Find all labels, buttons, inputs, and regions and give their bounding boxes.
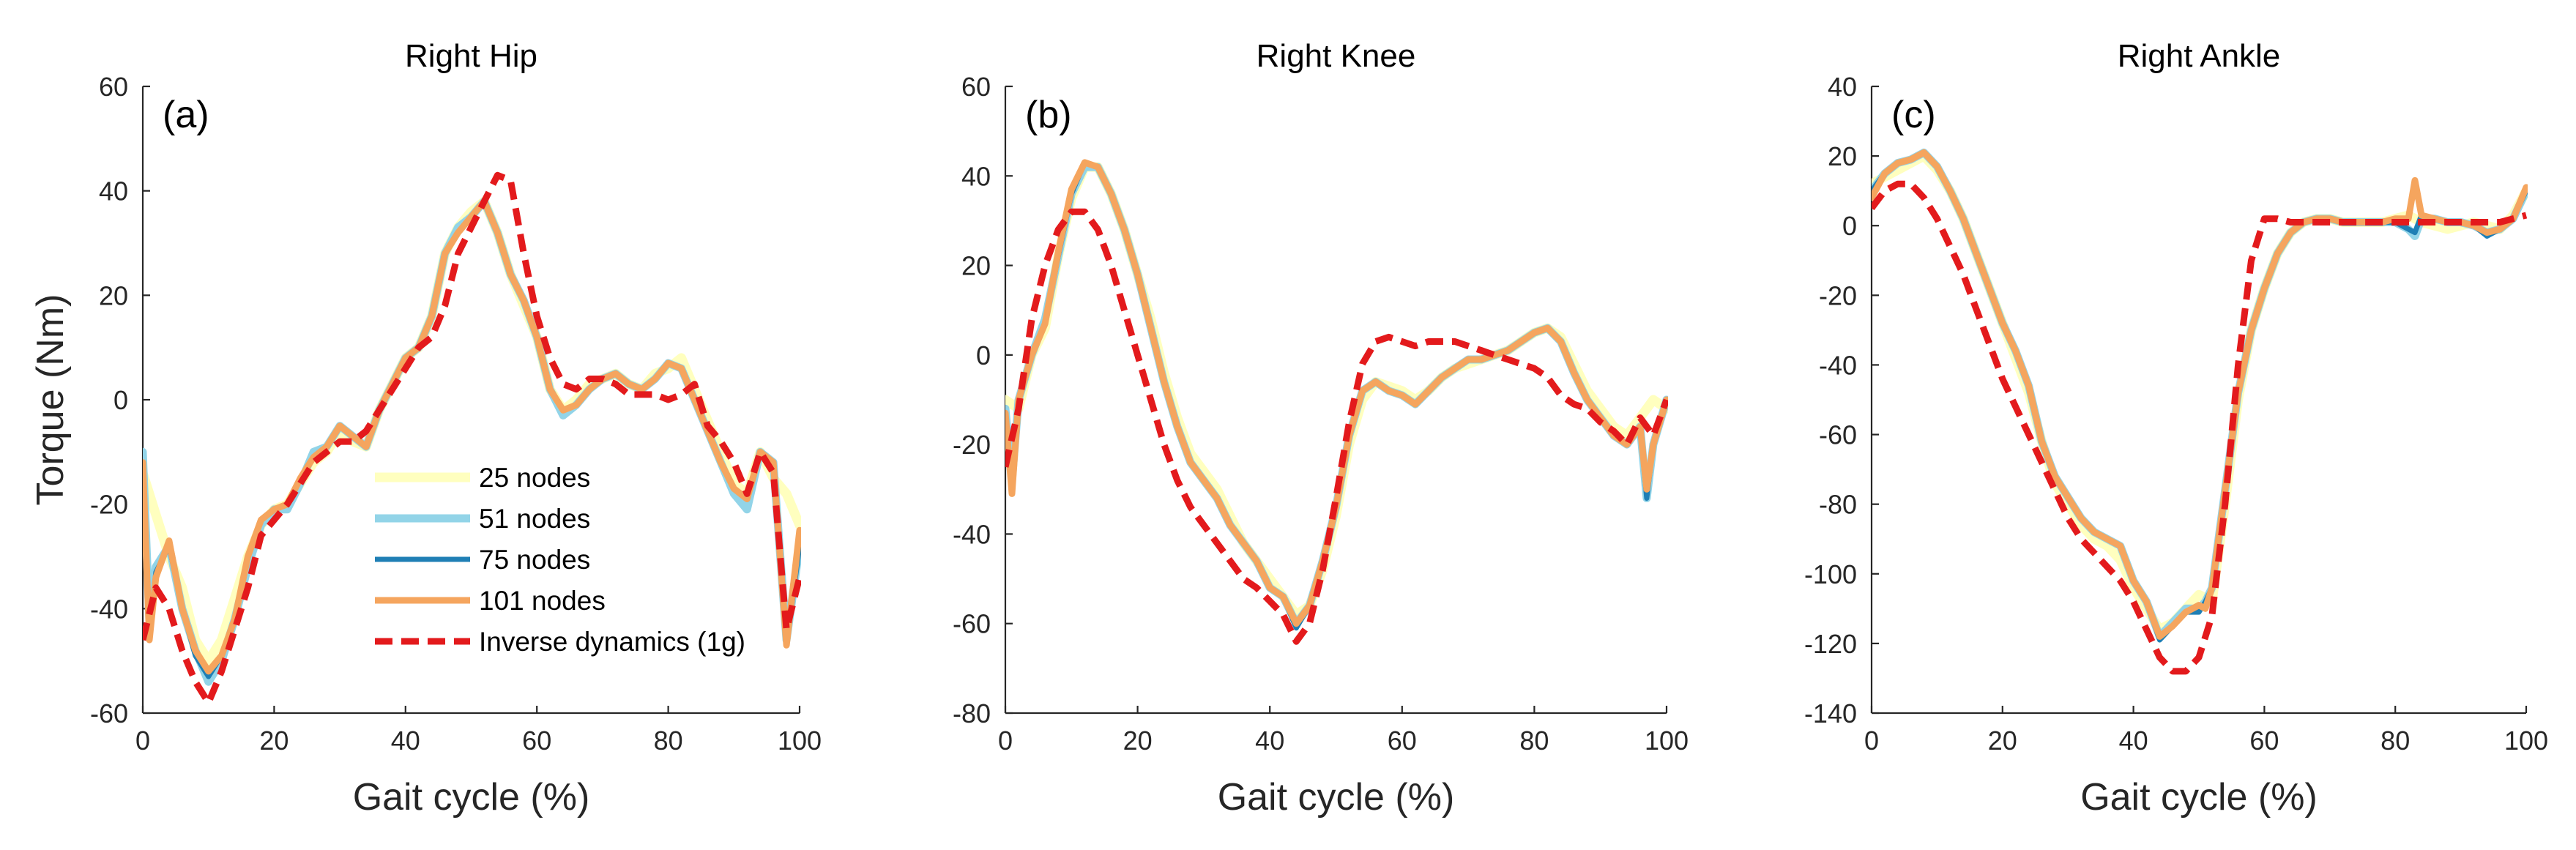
- series-line-101-nodes: [1005, 159, 1668, 627]
- y-tick-label: 40: [1828, 72, 1857, 102]
- y-tick-label: 60: [961, 72, 991, 102]
- x-tick-label: 0: [135, 726, 150, 756]
- panel-label: (b): [1025, 94, 1072, 136]
- y-tick-label: -140: [1804, 698, 1857, 728]
- y-tick-label: -60: [90, 698, 128, 728]
- series-group: [1872, 148, 2528, 675]
- x-tick-label: 80: [654, 726, 683, 756]
- y-tick-label: 60: [99, 72, 128, 102]
- x-tick-label: 40: [2119, 726, 2148, 756]
- chart-title: Right Ankle: [2118, 38, 2281, 74]
- y-tick-label: -60: [1819, 420, 1857, 450]
- chart-panel-right-ankle: Right Ankle (c) Gait cycle (%) 0 20 40 60 80…: [1804, 38, 2548, 819]
- legend-label: 25 nodes: [479, 463, 590, 493]
- x-tick-label: 20: [1988, 726, 2017, 756]
- x-axis-label: Gait cycle (%): [353, 776, 590, 819]
- y-tick-label: -60: [953, 609, 991, 639]
- legend-label: 51 nodes: [479, 504, 590, 534]
- chart-title: Right Hip: [405, 38, 537, 74]
- y-tick-label: 40: [961, 161, 991, 191]
- x-tick-label: 20: [259, 726, 289, 756]
- y-tick-label: -40: [953, 519, 991, 549]
- series-group: [1005, 159, 1668, 645]
- series-line-101-nodes: [1872, 149, 2528, 640]
- y-axis-label: Torque (Nm): [29, 294, 72, 506]
- chart-title: Right Knee: [1257, 38, 1416, 74]
- x-tick-label: 40: [1255, 726, 1284, 756]
- y-tick-label: 20: [1828, 141, 1857, 171]
- y-tick-label: 20: [961, 251, 991, 281]
- x-tick-label: 0: [998, 726, 1013, 756]
- y-tick-label: -40: [90, 594, 128, 624]
- panel-label: (c): [1891, 94, 1936, 136]
- legend-label: 75 nodes: [479, 545, 590, 575]
- x-tick-label: 80: [1519, 726, 1549, 756]
- panel-label: (a): [163, 94, 209, 136]
- y-tick-label: -80: [1819, 490, 1857, 520]
- legend-label: Inverse dynamics (1g): [479, 627, 745, 657]
- y-tick-label: 40: [99, 176, 128, 206]
- y-tick-label: -120: [1804, 629, 1857, 659]
- y-tick-label: 0: [113, 385, 128, 415]
- series-line-inverse-dynamics-1g: [1005, 208, 1668, 645]
- chart-panel-right-hip: Right Hip (a) Gait cycle (%) Torque (Nm)…: [29, 38, 822, 819]
- x-tick-label: 100: [2504, 726, 2548, 756]
- x-axis-label: Gait cycle (%): [2080, 776, 2318, 819]
- x-tick-label: 100: [1645, 726, 1689, 756]
- y-tick-label: -80: [953, 698, 991, 728]
- x-tick-label: 20: [1123, 726, 1153, 756]
- series-line-75-nodes: [1005, 160, 1668, 631]
- series-group: [143, 171, 801, 707]
- x-tick-label: 100: [778, 726, 822, 756]
- series-line-inverse-dynamics-1g: [1872, 180, 2528, 675]
- series-line-25-nodes: [1005, 162, 1668, 619]
- series-line-51-nodes: [1005, 163, 1668, 628]
- x-tick-label: 40: [391, 726, 420, 756]
- x-tick-label: 60: [522, 726, 551, 756]
- y-tick-label: -20: [1819, 280, 1857, 310]
- x-axis-label: Gait cycle (%): [1218, 776, 1455, 819]
- y-tick-label: 0: [976, 340, 991, 370]
- series-line-101-nodes: [143, 198, 801, 675]
- legend-label: 101 nodes: [479, 586, 606, 616]
- x-tick-label: 80: [2380, 726, 2410, 756]
- y-tick-label: 20: [99, 280, 128, 310]
- legend: 25 nodes 51 nodes 75 nodes 101 nodes Inverse…: [375, 463, 745, 657]
- y-tick-label: -40: [1819, 350, 1857, 380]
- x-tick-label: 0: [1864, 726, 1879, 756]
- y-tick-label: 0: [1842, 211, 1857, 241]
- y-tick-label: -100: [1804, 559, 1857, 589]
- y-tick-label: -20: [953, 430, 991, 460]
- x-tick-label: 60: [2249, 726, 2279, 756]
- series-line-inverse-dynamics-1g: [143, 171, 801, 707]
- y-tick-label: -20: [90, 490, 128, 520]
- chart-panel-right-knee: Right Knee (b) Gait cycle (%) 0 20 40 60 80 1…: [953, 38, 1689, 819]
- x-tick-label: 60: [1388, 726, 1417, 756]
